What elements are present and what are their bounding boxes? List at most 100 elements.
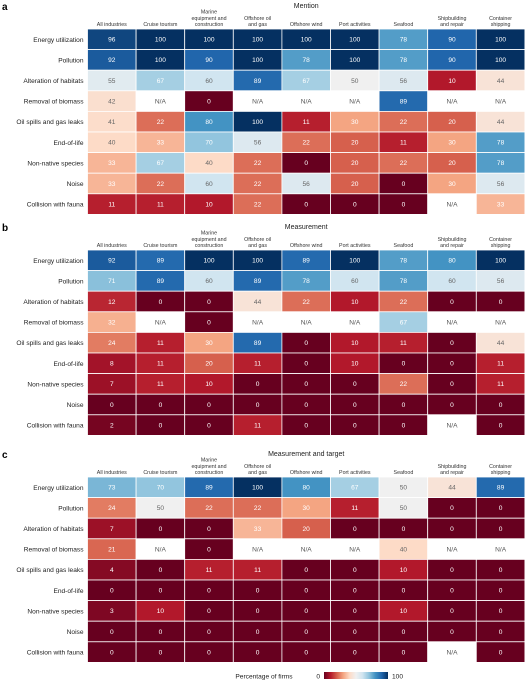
cell-value-label: 0 bbox=[159, 588, 163, 595]
cell-value-label: 100 bbox=[155, 57, 166, 64]
cell-value-label: 0 bbox=[450, 629, 454, 636]
cell-value-label: 100 bbox=[495, 57, 506, 64]
row-label: Collision with fauna bbox=[27, 650, 84, 657]
cell-value-label: 20 bbox=[351, 160, 359, 167]
column-header: Shipbuilding and repair bbox=[438, 464, 467, 476]
row-label: End-of-life bbox=[53, 140, 83, 147]
cell-value-label: 56 bbox=[303, 181, 311, 188]
cell-value-label: N/A bbox=[447, 649, 459, 656]
cell-value-label: 89 bbox=[254, 340, 262, 347]
cell-value-label: 0 bbox=[207, 649, 211, 656]
cell-value-label: 80 bbox=[205, 119, 213, 126]
cell-value-label: 89 bbox=[400, 98, 408, 105]
cell-value-label: 0 bbox=[159, 422, 163, 429]
cell-value-label: 0 bbox=[450, 381, 454, 388]
cell-value-label: 92 bbox=[108, 258, 116, 265]
cell-value-label: 30 bbox=[448, 181, 456, 188]
cell-value-label: 78 bbox=[303, 57, 311, 64]
column-header: Offshore wind bbox=[290, 22, 323, 28]
cell-value-label: 20 bbox=[205, 361, 213, 368]
cell-value-label: 0 bbox=[499, 505, 503, 512]
cell-value-label: 89 bbox=[254, 278, 262, 285]
cell-value-label: 22 bbox=[303, 299, 311, 306]
cell-value-label: 0 bbox=[304, 649, 308, 656]
cell-value-label: 0 bbox=[402, 526, 406, 533]
cell-value-label: 10 bbox=[400, 567, 408, 574]
cell-value-label: 56 bbox=[497, 181, 505, 188]
cell-value-label: 0 bbox=[256, 381, 260, 388]
cell-value-label: 30 bbox=[448, 140, 456, 147]
cell-value-label: 0 bbox=[256, 402, 260, 409]
cell-value-label: 22 bbox=[400, 119, 408, 126]
cell-value-label: 80 bbox=[303, 485, 311, 492]
cell-value-label: 60 bbox=[205, 278, 213, 285]
row-label: Alteration of habitats bbox=[23, 526, 84, 533]
cell-value-label: 33 bbox=[497, 201, 505, 208]
cell-value-label: 20 bbox=[351, 181, 359, 188]
cell-value-label: 0 bbox=[499, 526, 503, 533]
row-label: Non-native species bbox=[27, 608, 84, 615]
cell-value-label: 100 bbox=[349, 258, 360, 265]
cell-value-label: 11 bbox=[303, 119, 310, 126]
panel-title: Measurement bbox=[285, 224, 328, 231]
row-label: Oil spills and gas leaks bbox=[16, 340, 84, 347]
cell-value-label: 0 bbox=[159, 649, 163, 656]
cell-value-label: 0 bbox=[304, 361, 308, 368]
cell-value-label: 22 bbox=[254, 201, 262, 208]
cell-value-label: 0 bbox=[499, 629, 503, 636]
cell-value-label: 96 bbox=[108, 37, 116, 44]
cell-value-label: 100 bbox=[301, 37, 312, 44]
cell-value-label: 100 bbox=[495, 37, 506, 44]
cell-value-label: 11 bbox=[351, 505, 358, 512]
column-header: Container shipping bbox=[489, 16, 512, 28]
column-header: Port activities bbox=[339, 470, 371, 476]
column-header: Marine equipment and construction bbox=[191, 231, 226, 249]
cell-value-label: 0 bbox=[353, 422, 357, 429]
cell-value-label: 44 bbox=[497, 78, 505, 85]
cell-value-label: 10 bbox=[205, 381, 213, 388]
cell-value-label: N/A bbox=[301, 546, 313, 553]
cell-value-label: 22 bbox=[303, 140, 311, 147]
cell-value-label: 33 bbox=[108, 181, 116, 188]
cell-value-label: 0 bbox=[353, 608, 357, 615]
cell-value-label: N/A bbox=[349, 546, 361, 553]
column-header: Shipbuilding and repair bbox=[438, 16, 467, 28]
cell-value-label: N/A bbox=[301, 319, 313, 326]
cell-value-label: 100 bbox=[349, 37, 360, 44]
panel-label: a bbox=[2, 2, 8, 13]
row-label: Removal of biomass bbox=[24, 320, 84, 327]
row-label: Pollution bbox=[58, 505, 84, 512]
cell-value-label: 22 bbox=[157, 181, 165, 188]
cell-value-label: 0 bbox=[159, 299, 163, 306]
cell-value-label: 60 bbox=[351, 278, 359, 285]
cell-value-label: 0 bbox=[256, 608, 260, 615]
column-header: Marine equipment and construction bbox=[191, 458, 226, 476]
cell-value-label: 0 bbox=[499, 299, 503, 306]
cell-value-label: 90 bbox=[448, 37, 456, 44]
column-header: Offshore wind bbox=[290, 243, 323, 249]
cell-value-label: 4 bbox=[110, 567, 114, 574]
row-label: Collision with fauna bbox=[27, 423, 84, 430]
cell-value-label: 0 bbox=[256, 649, 260, 656]
cell-value-label: 67 bbox=[303, 78, 311, 85]
cell-value-label: 11 bbox=[400, 340, 407, 347]
cell-value-label: 0 bbox=[450, 567, 454, 574]
cell-value-label: 0 bbox=[304, 588, 308, 595]
column-header: All industries bbox=[97, 22, 127, 28]
cell-value-label: 90 bbox=[205, 57, 213, 64]
cell-value-label: 0 bbox=[402, 402, 406, 409]
cell-value-label: 0 bbox=[207, 629, 211, 636]
cell-value-label: 30 bbox=[303, 505, 311, 512]
cell-value-label: 0 bbox=[450, 526, 454, 533]
cell-value-label: 0 bbox=[353, 567, 357, 574]
cell-value-label: 10 bbox=[400, 608, 408, 615]
cell-value-label: 22 bbox=[205, 505, 213, 512]
row-label: Oil spills and gas leaks bbox=[16, 567, 84, 574]
cell-value-label: 0 bbox=[450, 340, 454, 347]
cell-value-label: 80 bbox=[448, 258, 456, 265]
cell-value-label: 44 bbox=[254, 299, 262, 306]
cell-value-label: 11 bbox=[400, 140, 407, 147]
cell-value-label: 60 bbox=[205, 181, 213, 188]
cell-value-label: 0 bbox=[402, 181, 406, 188]
cell-value-label: 100 bbox=[349, 57, 360, 64]
